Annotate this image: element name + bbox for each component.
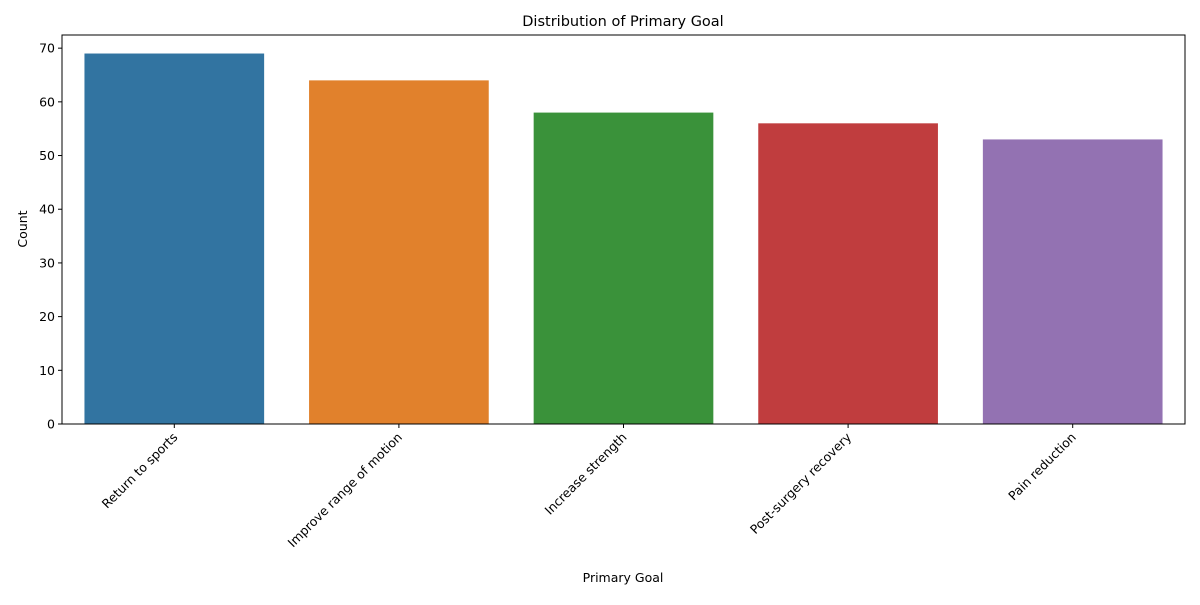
y-tick-label: 40 <box>39 202 55 217</box>
x-tick-label: Return to sports <box>99 430 181 512</box>
x-tick-label: Post-surgery recovery <box>747 429 855 537</box>
x-tick-label: Increase strength <box>542 430 630 518</box>
plot-frame <box>61 34 1186 425</box>
bar <box>758 123 938 424</box>
y-tick-label: 50 <box>39 148 55 163</box>
y-tick-label: 30 <box>39 255 55 270</box>
bar <box>982 139 1163 424</box>
x-tick-label: Improve range of motion <box>284 430 405 551</box>
y-tick-label: 20 <box>39 309 55 324</box>
y-tick-label: 10 <box>39 363 55 378</box>
y-axis-label: Count <box>15 210 30 247</box>
x-tick-label: Pain reduction <box>1005 430 1079 504</box>
bars-layer <box>84 53 1163 425</box>
x-axis-label: Primary Goal <box>583 570 664 585</box>
y-axis: 0 10 20 30 40 50 60 70 <box>39 41 62 432</box>
bar <box>533 112 714 424</box>
y-tick-label: 0 <box>47 417 55 432</box>
chart-title: Distribution of Primary Goal <box>522 14 723 30</box>
bar <box>309 80 489 425</box>
y-tick-label: 70 <box>39 41 55 56</box>
y-tick-label: 60 <box>39 94 55 109</box>
bar <box>84 53 265 425</box>
x-axis: Return to sports Improve range of motion I… <box>99 424 1079 550</box>
